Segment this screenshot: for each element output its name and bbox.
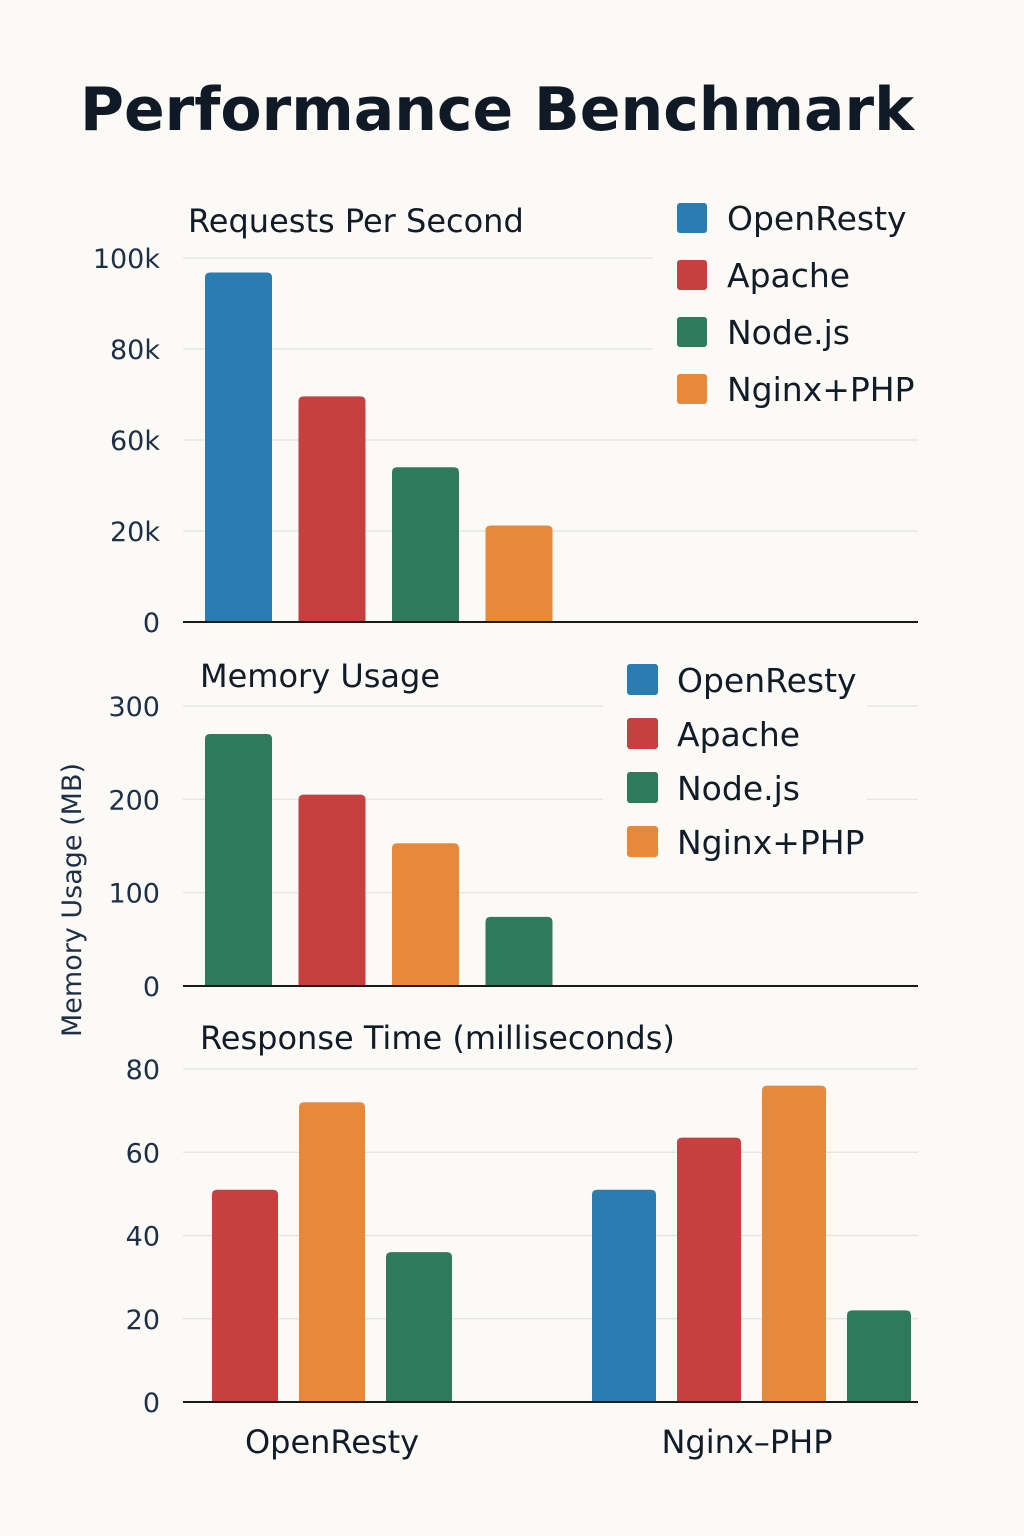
bar-nginx-php-openresty (592, 1189, 656, 1402)
legend: OpenResty Apache Node.js Nginx+PHP (653, 193, 917, 421)
panel-title-memory: Memory Usage (200, 657, 440, 695)
y-tick-label: 0 (143, 1388, 160, 1419)
panel-response-time-milliseconds: 0 20 40 60 80 OpenResty Nginx–PHP (126, 1055, 918, 1461)
bar-nginx-php (485, 525, 553, 622)
bar-nginx-php-nginx-php (762, 1085, 826, 1402)
bar-node-js (205, 734, 272, 986)
bar-openresty-nginx-php (299, 1102, 365, 1402)
legend-swatch-apache (627, 718, 658, 749)
legend-swatch-nginx-php (627, 826, 658, 857)
bar-nginx-php-node-js (847, 1310, 911, 1402)
legend-swatch-node-js (627, 772, 658, 803)
y-tick-label: 100k (93, 244, 161, 275)
bar-openresty-node-js (386, 1252, 452, 1402)
y-tick-label: 300 (108, 692, 160, 723)
legend-label-apache: Apache (677, 715, 800, 754)
legend-label-node-js: Node.js (727, 313, 850, 352)
panel-requests-per-second: 0 20k 60k 80k 100k OpenResty Apache Node.js Ngin… (93, 193, 918, 639)
y-axis-label-memory: Memory Usage (MB) (57, 763, 88, 1037)
legend-swatch-nginx-php (677, 374, 707, 404)
legend-label-apache: Apache (727, 256, 850, 295)
legend-swatch-openresty (677, 203, 707, 233)
bar-node-js (392, 467, 459, 622)
bar-nginx-php (392, 843, 459, 986)
y-tick-label: 0 (143, 972, 160, 1003)
bar-node-js (485, 916, 553, 986)
y-tick-label: 200 (108, 785, 160, 816)
legend-swatch-openresty (627, 664, 658, 695)
panel-title-requests: Requests Per Second (188, 202, 524, 240)
y-tick-label: 60 (126, 1138, 160, 1169)
y-tick-label: 0 (143, 608, 160, 639)
y-tick-label: 20 (126, 1305, 160, 1336)
panel-memory-usage: 0 100 200 300 OpenResty Apache Node.js Nginx+PH… (108, 654, 918, 1003)
y-tick-label: 80k (110, 335, 160, 366)
y-tick-label: 40 (126, 1222, 160, 1253)
legend: OpenResty Apache Node.js Nginx+PHP (603, 654, 867, 870)
bar-apache (298, 794, 366, 986)
bar-openresty (205, 272, 272, 622)
legend-label-nginx-php: Nginx+PHP (727, 370, 915, 409)
legend-label-nginx-php: Nginx+PHP (677, 823, 865, 862)
y-tick-label: 100 (108, 879, 160, 910)
legend-swatch-node-js (677, 317, 707, 347)
y-tick-label: 80 (126, 1055, 160, 1086)
legend-swatch-apache (677, 260, 707, 290)
bar-apache (298, 396, 366, 622)
panel-title-response: Response Time (milliseconds) (200, 1019, 675, 1057)
x-category-label: Nginx–PHP (661, 1423, 832, 1461)
chart-title: Performance Benchmark (80, 75, 916, 145)
legend-label-node-js: Node.js (677, 769, 800, 808)
bar-nginx-php-apache (677, 1137, 741, 1402)
y-tick-label: 20k (110, 517, 160, 548)
legend-label-openresty: OpenResty (677, 661, 857, 700)
legend-label-openresty: OpenResty (727, 199, 907, 238)
y-tick-label: 60k (110, 426, 160, 457)
bar-openresty-apache (212, 1189, 278, 1402)
x-category-label: OpenResty (245, 1423, 419, 1461)
